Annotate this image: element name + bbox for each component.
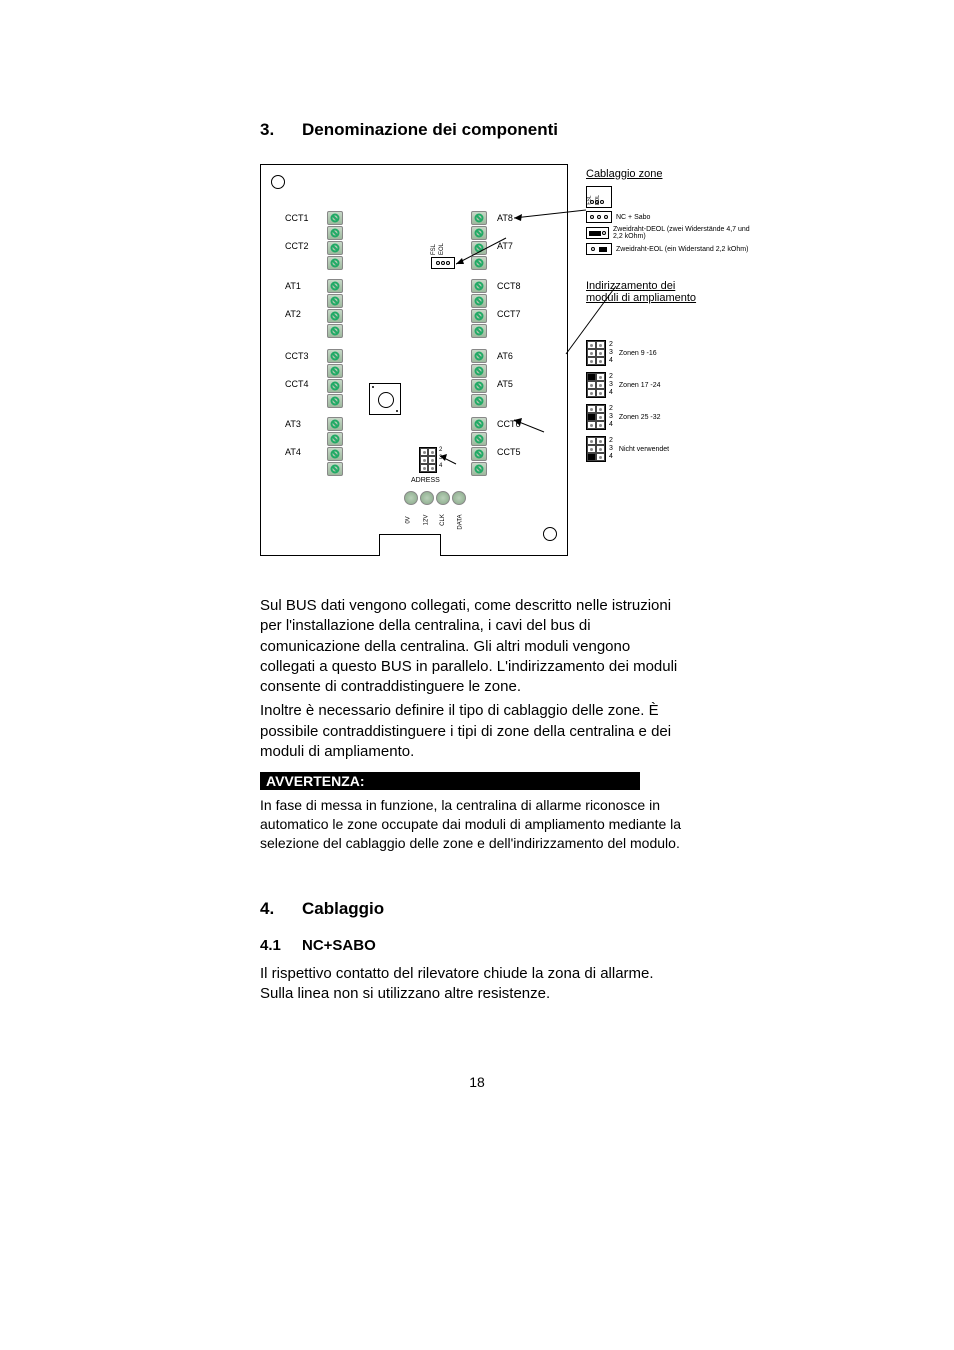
address-option: 234Zonen 25 -32 xyxy=(586,404,756,430)
lbl-at8: AT8 xyxy=(497,213,513,223)
section-3-heading: 3. Denominazione dei componenti xyxy=(260,120,684,140)
lbl-cct1: CCT1 xyxy=(285,213,309,223)
lbl-at6: AT6 xyxy=(497,351,513,361)
section-41-heading: 4.1 NC+SABO xyxy=(260,937,684,954)
lbl-at1: AT1 xyxy=(285,281,301,291)
leader-adress xyxy=(440,454,460,468)
page-number: 18 xyxy=(0,1074,954,1090)
para-2: Inoltre è necessario definire il tipo di… xyxy=(260,701,684,762)
lbl-at2: AT2 xyxy=(285,309,301,319)
para-1: Sul BUS dati vengono collegati, come des… xyxy=(260,596,684,697)
jumper-fsl-eol xyxy=(431,257,455,269)
term-col-r4 xyxy=(471,417,487,477)
term-col-l1 xyxy=(327,211,343,271)
jlabel-eol: EOL xyxy=(439,243,445,255)
bottom-connector xyxy=(379,534,441,556)
pcb-outline: CCT1 CCT2 AT1 AT2 CCT3 CCT4 AT3 AT4 xyxy=(260,164,568,556)
lbl-at3: AT3 xyxy=(285,419,301,429)
jlabel-fsl: FSL xyxy=(431,244,437,255)
lbl-cct2: CCT2 xyxy=(285,241,309,251)
wiring-option: Zweidraht-EOL (ein Widerstand 2,2 kOhm) xyxy=(586,243,756,255)
bus-0v: 0V xyxy=(406,516,412,523)
adress-label: ADRESS xyxy=(411,477,440,484)
lbl-cct5: CCT5 xyxy=(497,447,521,457)
notice-text: In fase di messa in funzione, la central… xyxy=(260,796,692,853)
wiring-title: Cablaggio zone xyxy=(586,168,756,180)
bus-terminals xyxy=(403,491,467,510)
section-4-title: Cablaggio xyxy=(302,899,384,919)
lbl-cct4: CCT4 xyxy=(285,379,309,389)
term-col-r3 xyxy=(471,349,487,409)
lbl-cct8: CCT8 xyxy=(497,281,521,291)
term-col-l3 xyxy=(327,349,343,409)
leader-wiring xyxy=(456,236,516,266)
address-option: 234Nicht verwendet xyxy=(586,436,756,462)
wiring-option: NC + Sabo xyxy=(586,211,756,223)
addr-title2: moduli di ampliamento xyxy=(586,292,756,304)
lbl-cct3: CCT3 xyxy=(285,351,309,361)
lbl-at4: AT4 xyxy=(285,447,301,457)
leader-cct6 xyxy=(514,418,554,438)
section-41-num: 4.1 xyxy=(260,937,302,954)
component-diagram: CCT1 CCT2 AT1 AT2 CCT3 CCT4 AT3 AT4 xyxy=(260,164,740,564)
adr-n2: 2 xyxy=(439,446,442,454)
address-legend: Indirizzamento dei moduli di ampliamento… xyxy=(586,280,756,468)
lbl-at5: AT5 xyxy=(497,379,513,389)
addr-title1: Indirizzamento dei xyxy=(586,280,756,292)
adress-block: 2 3 4 xyxy=(419,447,437,473)
section-3-num: 3. xyxy=(260,120,302,140)
mount-hole-tl xyxy=(271,175,285,189)
address-option: 234Zonen 9 -16 xyxy=(586,340,756,366)
section-4-heading: 4. Cablaggio xyxy=(260,899,684,919)
section-41-title: NC+SABO xyxy=(302,937,376,954)
notice-label: AVVERTENZA: xyxy=(260,772,640,790)
leader-wiring2 xyxy=(514,208,594,222)
bus-clk: CLK xyxy=(440,514,446,526)
section-3-title: Denominazione dei componenti xyxy=(302,120,558,140)
lbl-cct7: CCT7 xyxy=(497,309,521,319)
para-41: Il rispettivo contatto del rilevatore ch… xyxy=(260,964,684,1005)
term-col-l4 xyxy=(327,417,343,477)
wiring-legend: Cablaggio zone FSL EOL NC + SaboZweidrah… xyxy=(586,168,756,258)
bus-12v: 12V xyxy=(423,515,429,526)
wiring-option: Zweidraht-DEOL (zwei Widerstände 4,7 und… xyxy=(586,226,756,240)
section-4-num: 4. xyxy=(260,899,302,919)
tamper-switch xyxy=(369,383,401,415)
mount-hole-br xyxy=(543,527,557,541)
address-option: 234Zonen 17 -24 xyxy=(586,372,756,398)
bus-data: DATA xyxy=(458,514,464,529)
term-col-l2 xyxy=(327,279,343,339)
term-col-r2 xyxy=(471,279,487,339)
